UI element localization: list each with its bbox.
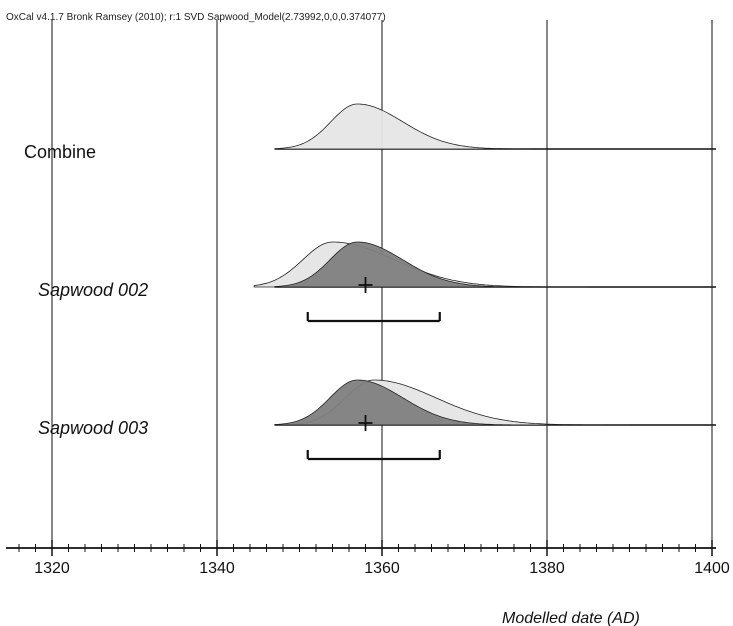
posterior-distribution [274,241,589,288]
row-label: Sapwood 002 [38,280,148,300]
posterior-distribution [274,379,605,426]
row-sapwood-003: Sapwood 003 [38,379,716,461]
tick-label: 1360 [364,560,400,577]
tick-label: 1380 [529,560,565,577]
tick-label: 1320 [34,560,70,577]
row-label: Combine [24,142,96,162]
row-combine: Combine [24,103,716,162]
x-axis-title: Modelled date (AD) [502,610,640,626]
row-sapwood-002: Sapwood 002 [38,241,716,323]
tick-label: 1340 [199,560,235,577]
plot-rows: Combine Sapwood 002 Sapwood 003 [24,103,716,461]
row-label: Sapwood 003 [38,418,148,438]
x-axis: 1320 1340 1360 1380 1400 [6,540,730,577]
chart-title: OxCal v4.1.7 Bronk Ramsey (2010); r:1 SV… [6,12,386,23]
likelihood-distribution [274,103,531,150]
tick-label: 1400 [694,560,730,577]
